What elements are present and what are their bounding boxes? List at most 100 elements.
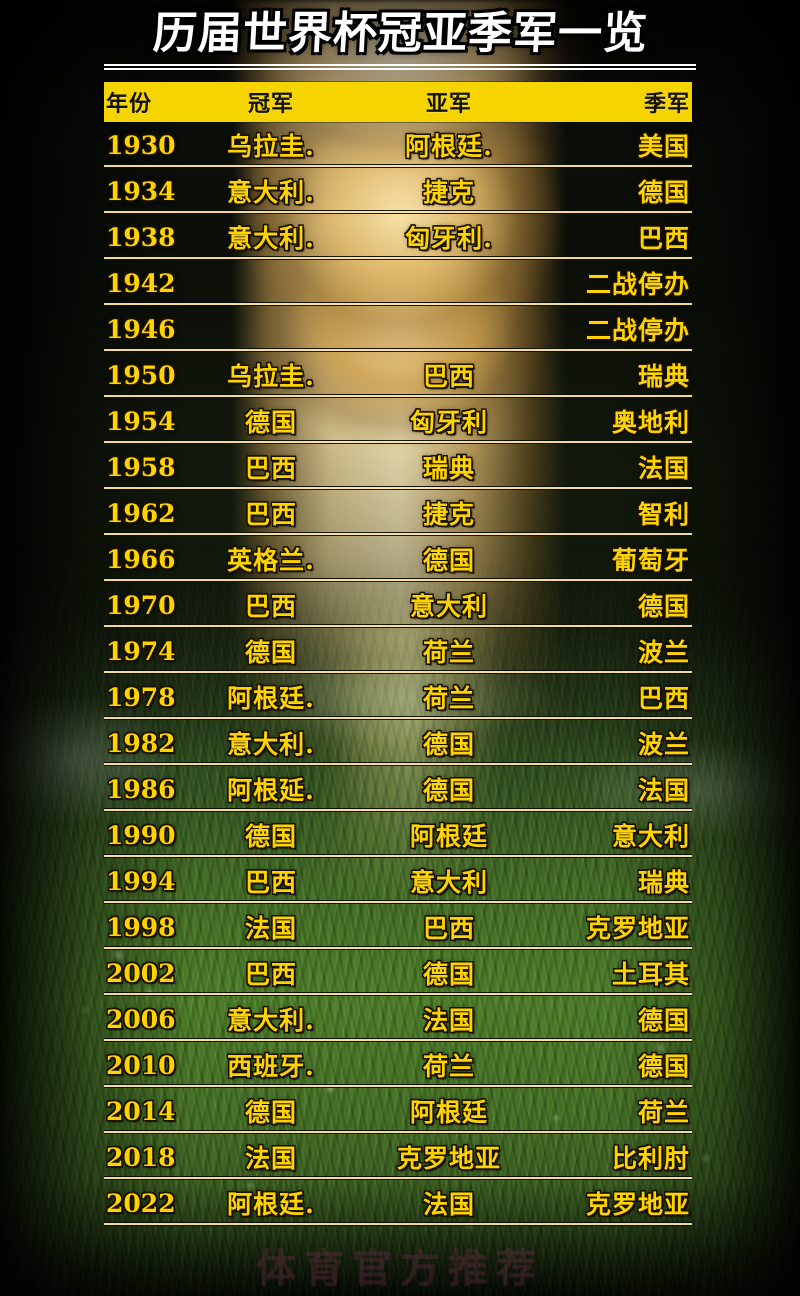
table-row: 1986 阿根延. 德国 法国: [104, 766, 692, 812]
cell-champion: 意大利.: [227, 224, 315, 253]
table-row: 2014 德国 阿根廷 荷兰: [104, 1088, 692, 1134]
cell-champion: 法国: [244, 914, 297, 943]
table-row: 2006 意大利. 法国 德国: [104, 996, 692, 1042]
cell-year: 1946: [106, 314, 176, 344]
table-row: 1954 德国 匈牙利 奥地利: [104, 398, 692, 444]
cell-third-place: 荷兰: [637, 1098, 690, 1127]
cell-third-place: 奥地利: [611, 408, 690, 437]
cell-champion: 德国: [244, 638, 297, 667]
table-row: 1934 意大利. 捷克 德国: [104, 168, 692, 214]
cell-runner-up: 捷克: [422, 500, 475, 529]
table-row: 1950 乌拉圭. 巴西 瑞典: [104, 352, 692, 398]
title-block: 历届世界杯冠亚季军一览: [0, 8, 800, 70]
cell-runner-up: 德国: [422, 776, 475, 805]
table-row: 1982 意大利. 德国 波兰: [104, 720, 692, 766]
cell-year: 1958: [106, 452, 176, 482]
table-row: 2010 西班牙. 荷兰 德国: [104, 1042, 692, 1088]
cell-runner-up: 法国: [422, 1190, 475, 1219]
cell-year: 2018: [106, 1142, 176, 1172]
cell-third-place: 葡萄牙: [611, 546, 690, 575]
cell-runner-up: 德国: [422, 960, 475, 989]
cell-third-place: 巴西: [637, 224, 690, 253]
cell-champion: 阿根廷.: [227, 1190, 315, 1219]
cell-champion: 乌拉圭.: [227, 132, 315, 161]
cell-year: 2010: [106, 1050, 176, 1080]
cell-year: 1930: [106, 130, 176, 160]
cell-champion: 巴西: [244, 500, 297, 529]
cell-runner-up: 意大利: [409, 868, 488, 897]
cell-third-place: 德国: [637, 592, 690, 621]
results-table: 年份 冠军 亚军 季军 1930 乌拉圭. 阿根廷. 美国 1934 意大利. 捷克 德国 19…: [104, 82, 692, 1226]
cell-year: 2014: [106, 1096, 176, 1126]
cell-third-place: 美国: [637, 132, 690, 161]
cell-third-place: 瑞典: [637, 362, 690, 391]
cell-third-place: 法国: [637, 776, 690, 805]
cell-third-place: 土耳其: [611, 960, 690, 989]
cell-third-place: 巴西: [637, 684, 690, 713]
table-row: 1974 德国 荷兰 波兰: [104, 628, 692, 674]
cell-champion: 巴西: [244, 960, 297, 989]
cell-champion: 意大利.: [227, 178, 315, 207]
cell-champion: 法国: [244, 1144, 297, 1173]
table-row: 1970 巴西 意大利 德国: [104, 582, 692, 628]
cell-champion: 阿根延.: [227, 776, 315, 805]
cell-runner-up: 意大利: [409, 592, 488, 621]
cell-year: 1970: [106, 590, 176, 620]
cell-year: 1966: [106, 544, 176, 574]
column-header-first: 冠军: [247, 91, 294, 117]
cell-third-place: 智利: [637, 500, 690, 529]
cell-third-place: 法国: [637, 454, 690, 483]
table-row: 2002 巴西 德国 土耳其: [104, 950, 692, 996]
table-row: 1998 法国 巴西 克罗地亚: [104, 904, 692, 950]
page-title: 历届世界杯冠亚季军一览: [151, 8, 649, 59]
cell-runner-up: 匈牙利.: [405, 224, 493, 253]
cell-year: 2006: [106, 1004, 176, 1034]
cell-champion: 巴西: [244, 454, 297, 483]
table-row: 1958 巴西 瑞典 法国: [104, 444, 692, 490]
table-row: 1962 巴西 捷克 智利: [104, 490, 692, 536]
cell-year: 1934: [106, 176, 176, 206]
cell-year: 1982: [106, 728, 176, 758]
cell-champion: 阿根廷.: [227, 684, 315, 713]
cell-runner-up: 德国: [422, 546, 475, 575]
table-row: 1990 德国 阿根廷 意大利: [104, 812, 692, 858]
cell-runner-up: 法国: [422, 1006, 475, 1035]
table-header-row: 年份 冠军 亚军 季军: [104, 82, 692, 122]
cell-year: 1950: [106, 360, 176, 390]
cell-third-place: 德国: [637, 1006, 690, 1035]
cell-year: 1938: [106, 222, 176, 252]
cell-champion: 德国: [244, 822, 297, 851]
cell-third-place: 克罗地亚: [585, 1190, 690, 1219]
cell-third-place: 二战停办: [585, 270, 690, 299]
column-header-year: 年份: [106, 91, 153, 117]
cell-third-place: 比利肘: [611, 1144, 690, 1173]
cell-year: 1978: [106, 682, 176, 712]
cell-third-place: 波兰: [637, 730, 690, 759]
cell-year: 2002: [106, 958, 176, 988]
table-row: 1978 阿根廷. 荷兰 巴西: [104, 674, 692, 720]
column-header-second: 亚军: [425, 91, 472, 117]
cell-runner-up: 匈牙利: [409, 408, 488, 437]
cell-champion: 巴西: [244, 592, 297, 621]
cell-third-place: 意大利: [611, 822, 690, 851]
cell-third-place: 瑞典: [637, 868, 690, 897]
cell-year: 1994: [106, 866, 176, 896]
table-row: 2022 阿根廷. 法国 克罗地亚: [104, 1180, 692, 1226]
cell-runner-up: 荷兰: [422, 684, 475, 713]
cell-year: 1942: [106, 268, 176, 298]
cell-third-place: 德国: [637, 178, 690, 207]
cell-champion: 德国: [244, 408, 297, 437]
cell-year: 1998: [106, 912, 176, 942]
cell-year: 1954: [106, 406, 176, 436]
cell-third-place: 波兰: [637, 638, 690, 667]
cell-year: 1986: [106, 774, 176, 804]
cell-runner-up: 克罗地亚: [396, 1144, 501, 1173]
cell-champion: 德国: [244, 1098, 297, 1127]
cell-runner-up: 捷克: [422, 178, 475, 207]
cell-year: 1962: [106, 498, 176, 528]
table-row: 1994 巴西 意大利 瑞典: [104, 858, 692, 904]
cell-year: 1990: [106, 820, 176, 850]
cell-runner-up: 德国: [422, 730, 475, 759]
